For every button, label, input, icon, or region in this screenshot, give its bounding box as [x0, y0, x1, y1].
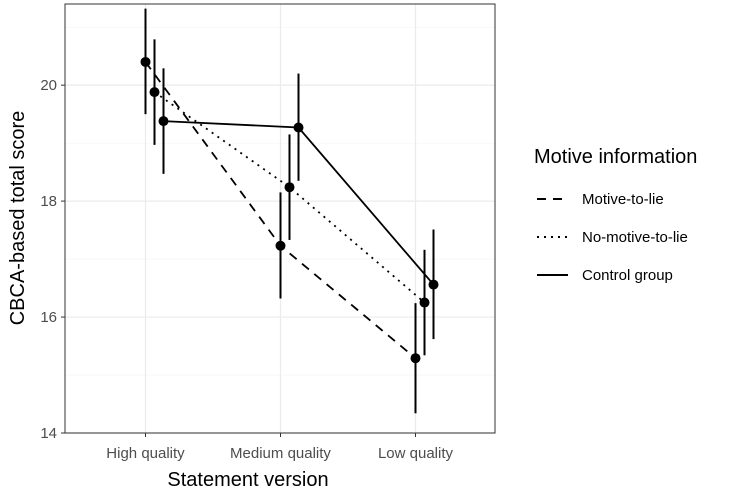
- x-tick-label: High quality: [106, 445, 185, 462]
- legend-items: Motive-to-lie No-motive-to-lie Control gro…: [537, 191, 688, 284]
- legend: Motive information Motive-to-lie No-motiv…: [534, 146, 697, 284]
- data-point: [410, 353, 421, 364]
- y-axis-title: CBCA-based total score: [7, 111, 29, 326]
- data-point: [275, 240, 286, 251]
- legend-label: Control group: [582, 267, 673, 284]
- data-point: [419, 297, 430, 308]
- legend-label: Motive-to-lie: [582, 191, 664, 208]
- points: [140, 56, 439, 364]
- axis-ticks: [61, 84, 416, 437]
- data-point: [284, 182, 295, 193]
- y-tick-label: 16: [40, 309, 57, 326]
- y-tick-label: 20: [40, 77, 57, 94]
- legend-item: No-motive-to-lie: [537, 229, 688, 246]
- x-tick-labels: High quality Medium quality Low quality: [106, 445, 453, 462]
- legend-item: Control group: [537, 267, 673, 284]
- error-bars: [144, 8, 435, 414]
- data-point: [293, 122, 304, 133]
- legend-item: Motive-to-lie: [537, 191, 664, 208]
- x-axis-title: Statement version: [167, 469, 328, 490]
- data-point: [158, 116, 169, 127]
- data-point: [428, 279, 439, 290]
- data-point: [149, 87, 160, 98]
- y-tick-label: 18: [40, 193, 57, 210]
- y-tick-labels: 14 16 18 20: [40, 77, 57, 442]
- x-tick-label: Medium quality: [230, 445, 331, 462]
- y-tick-label: 14: [40, 425, 57, 442]
- data-point: [140, 56, 151, 67]
- legend-label: No-motive-to-lie: [582, 229, 688, 246]
- legend-title: Motive information: [534, 146, 697, 168]
- x-tick-label: Low quality: [378, 445, 454, 462]
